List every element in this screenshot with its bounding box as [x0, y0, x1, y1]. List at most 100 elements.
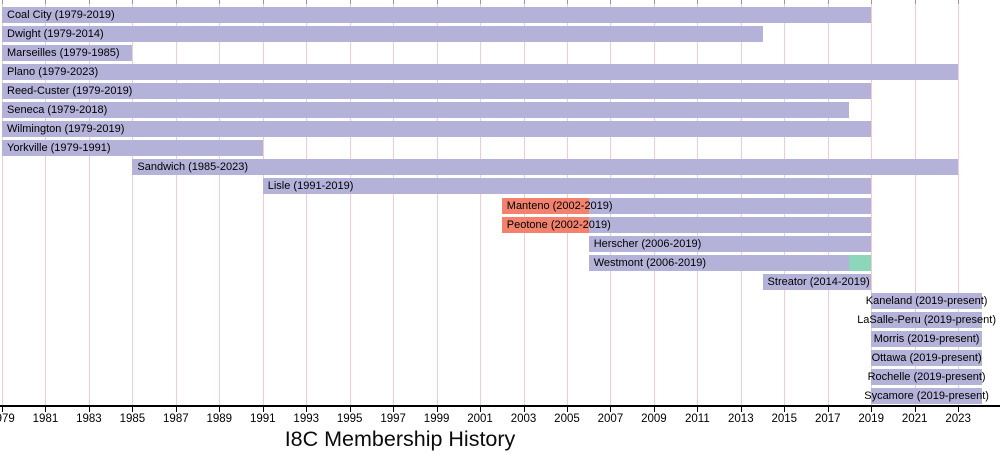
x-tick-label: 1991	[249, 413, 276, 425]
year-gridline	[914, 4, 916, 405]
top-axis-tick	[88, 0, 90, 4]
timeline-bar-label: Herscher (2006-2019)	[593, 237, 702, 250]
timeline-bar-segment	[2, 26, 763, 43]
top-axis-tick	[175, 0, 177, 4]
timeline-bar-segment	[588, 254, 850, 271]
timeline-bar-segment	[588, 216, 872, 233]
timeline-bar-segment	[588, 235, 872, 252]
x-tick-label: 2001	[467, 413, 493, 425]
x-axis-tick	[914, 407, 916, 412]
timeline-bar-label: Morris (2019-present)	[873, 332, 980, 345]
timeline-bar-segment	[2, 83, 872, 100]
x-tick-label: 1999	[423, 413, 450, 425]
x-tick-label: 1987	[163, 413, 189, 425]
timeline-bar-label: Seneca (1979-2018)	[7, 104, 108, 117]
year-gridline	[219, 4, 221, 405]
top-axis-tick	[480, 0, 482, 4]
timeline-bar-segment	[871, 292, 982, 309]
timeline-bar-segment	[2, 102, 850, 119]
top-axis-tick	[914, 0, 916, 4]
x-axis-tick	[827, 407, 829, 412]
top-axis-tick	[566, 0, 568, 4]
timeline-bar-segment	[762, 273, 872, 290]
timeline-bar-label: Wilmington (1979-2019)	[7, 123, 125, 136]
x-tick-label: 1993	[293, 413, 320, 425]
year-gridline	[393, 4, 395, 405]
x-axis-tick	[566, 407, 568, 412]
x-axis-tick	[480, 407, 482, 412]
chart-title: I8C Membership History	[284, 427, 516, 451]
top-axis-tick	[523, 0, 525, 4]
timeline-bar-label: Yorkville (1979-1991)	[7, 142, 111, 155]
timeline-bar-segment	[871, 388, 982, 404]
x-axis-tick	[871, 407, 873, 412]
x-axis-tick	[784, 407, 786, 412]
timeline-bar-label: Plano (1979-2023)	[7, 66, 99, 79]
year-gridline	[2, 4, 3, 405]
top-axis-tick	[132, 0, 134, 4]
x-tick-label: 1997	[380, 413, 406, 425]
timeline-bar-segment	[2, 45, 133, 62]
x-tick-label: 1985	[119, 413, 146, 425]
x-tick-label: 2003	[510, 413, 537, 425]
timeline-bar-segment	[871, 330, 982, 347]
timeline-bar-segment	[501, 216, 589, 233]
top-axis-tick	[393, 0, 395, 4]
top-axis-tick	[2, 0, 3, 4]
x-tick-label: 1983	[76, 413, 102, 425]
timeline-bar-segment	[2, 64, 959, 81]
top-axis-tick	[610, 0, 612, 4]
x-axis-tick	[393, 407, 395, 412]
x-axis-tick	[958, 407, 960, 412]
x-axis-tick	[436, 407, 438, 412]
top-axis-tick	[958, 0, 960, 4]
x-axis-tick	[88, 407, 90, 412]
timeline-bar-segment	[588, 197, 872, 214]
year-gridline	[480, 4, 482, 405]
x-axis-tick	[740, 407, 742, 412]
x-tick-label: 2017	[814, 413, 841, 425]
timeline-bar-segment	[262, 178, 872, 195]
x-tick-label: 2021	[901, 413, 928, 425]
x-axis-line	[0, 405, 1000, 407]
year-gridline	[132, 4, 134, 405]
timeline-bar-label: Coal City (1979-2019)	[7, 9, 115, 21]
x-tick-label: 1979	[0, 413, 15, 425]
x-tick-label: 2011	[684, 413, 710, 425]
top-axis-tick	[219, 0, 221, 4]
top-axis-tick	[306, 0, 308, 4]
x-tick-label: 2023	[945, 413, 971, 425]
x-tick-label: 1989	[206, 413, 233, 425]
x-axis-tick	[610, 407, 612, 412]
top-axis-tick	[45, 0, 47, 4]
timeline-bar-segment	[2, 140, 263, 157]
x-axis-tick	[653, 407, 655, 412]
x-tick-label: 2015	[771, 413, 798, 425]
timeline-bar-segment	[2, 7, 872, 23]
timeline-bar-label: Sandwich (1985-2023)	[137, 161, 249, 174]
top-axis-tick	[262, 0, 264, 4]
timeline-bar-label: Marseilles (1979-1985)	[7, 47, 120, 60]
year-gridline	[175, 4, 177, 405]
x-tick-label: 1981	[32, 413, 59, 425]
top-axis-tick	[349, 0, 351, 4]
x-tick-label: 2009	[641, 413, 667, 425]
top-axis-tick	[436, 0, 438, 4]
year-gridline	[871, 4, 873, 405]
x-tick-label: 2013	[728, 413, 754, 425]
timeline-bar-segment	[871, 349, 982, 366]
x-tick-label: 1995	[336, 413, 363, 425]
timeline-bar-label: Ottawa (2019-present)	[871, 351, 982, 364]
x-axis-tick	[697, 407, 699, 412]
x-tick-label: 2007	[597, 413, 624, 425]
x-axis-tick	[349, 407, 351, 412]
timeline-bar-label: Rochelle (2019-present)	[867, 370, 986, 383]
x-tick-label: 2019	[858, 413, 884, 425]
year-gridline	[262, 4, 264, 405]
year-gridline	[958, 4, 960, 405]
top-axis-tick	[653, 0, 655, 4]
top-axis-tick	[827, 0, 829, 4]
year-gridline	[88, 4, 90, 405]
timeline-bar-segment	[849, 254, 872, 271]
